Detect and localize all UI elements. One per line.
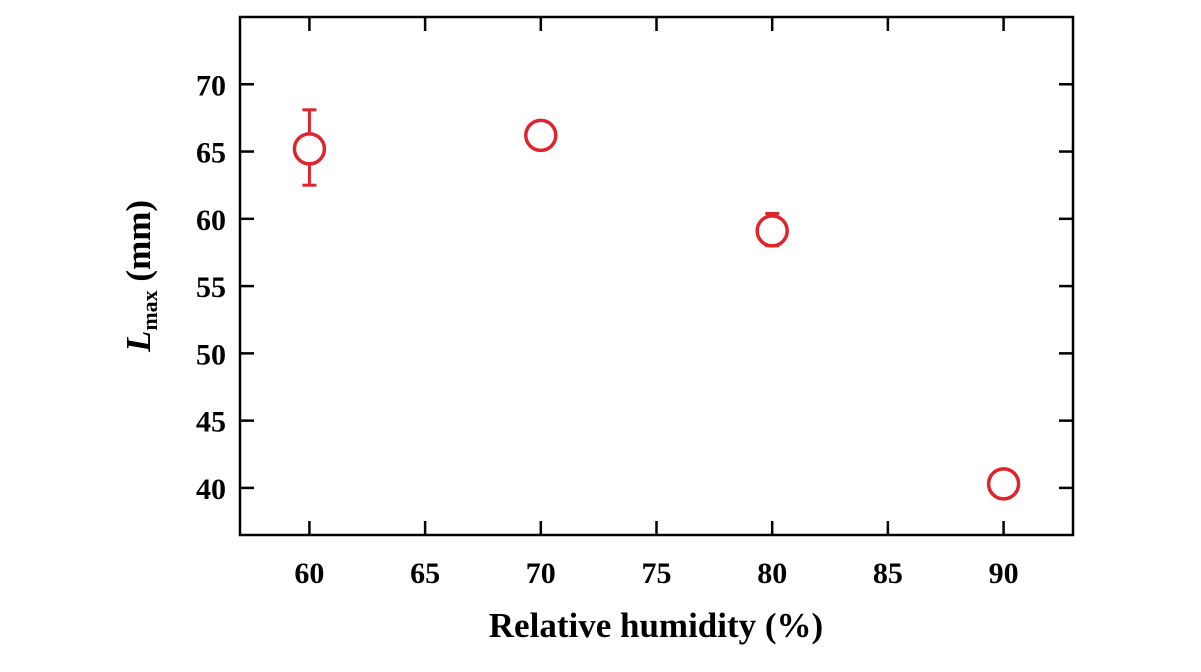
x-axis-ticks	[308, 17, 1005, 535]
y-axis-title-subscript: max	[137, 290, 162, 330]
x-tick-label: 90	[989, 557, 1019, 590]
y-axis-ticks	[240, 83, 1073, 490]
y-axis-title-symbol: L	[119, 331, 158, 353]
y-tick-label: 40	[196, 473, 226, 506]
x-tick-label: 75	[642, 557, 672, 590]
x-tick-label: 60	[294, 557, 324, 590]
x-axis-title: Relative humidity (%)	[489, 606, 823, 645]
x-axis-tick-labels: 60 65 70 75 80 85 90	[294, 557, 1018, 590]
data-point	[292, 132, 327, 166]
x-tick-label: 80	[757, 557, 787, 590]
y-axis-title-unit: (mm)	[119, 200, 158, 290]
x-tick-label: 70	[526, 557, 556, 590]
x-tick-label: 65	[410, 557, 440, 590]
data-point	[755, 214, 789, 248]
y-tick-label: 60	[196, 204, 226, 237]
y-tick-label: 65	[196, 137, 226, 170]
plot-frame	[238, 15, 1075, 537]
y-tick-label: 70	[196, 69, 226, 102]
data-point	[524, 118, 558, 153]
data-points	[292, 118, 1021, 501]
y-tick-label: 55	[196, 271, 226, 304]
y-tick-label: 45	[196, 406, 226, 439]
data-point	[986, 467, 1021, 501]
error-bars	[302, 108, 1011, 494]
y-tick-label: 50	[196, 338, 226, 371]
x-tick-label: 85	[873, 557, 903, 590]
y-axis-tick-labels: 40 45 50 55 60 65 70	[196, 69, 226, 506]
y-axis-title: Lmax (mm)	[119, 200, 162, 353]
